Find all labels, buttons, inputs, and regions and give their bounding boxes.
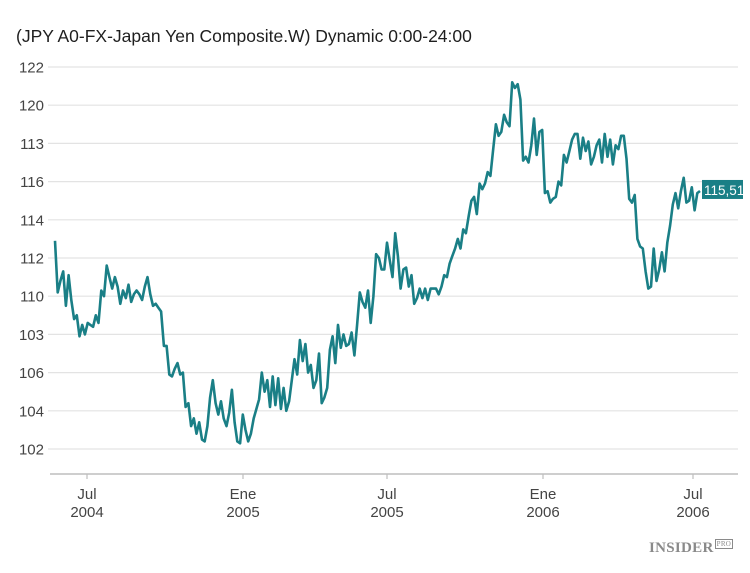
chart-title: (JPY A0-FX-Japan Yen Composite.W) Dynami… [16,26,472,46]
y-tick-label: 120 [19,98,44,115]
y-tick-label: 102 [19,442,44,459]
y-tick-label: 103 [19,327,44,344]
x-tick-year: 2006 [526,504,559,521]
brand-suffix: PRO [714,539,734,549]
y-tick-label: 122 [19,60,44,77]
x-tick-month: Jul [683,486,702,503]
insider-pro-logo: INSIDER PRO [649,539,734,557]
y-tick-label: 116 [20,174,44,191]
x-tick-year: 2005 [370,504,403,521]
y-tick-label: 110 [20,289,44,306]
y-axis: 122 120 113 116 114 112 110 103 106 104 102 [19,60,44,459]
x-tick-year: 2005 [226,504,259,521]
brand-name: INSIDER [649,540,714,556]
last-value-badge-bg [702,179,743,199]
x-tick-month: Jul [377,486,396,503]
x-tick-month: Ene [230,486,257,503]
x-tick-month: Jul [77,486,96,503]
y-tick-label: 113 [20,136,44,153]
last-value-text: 115,51 [704,183,744,198]
x-tick-month: Ene [530,486,557,503]
last-value-badge: 115,51 [702,179,744,199]
x-tick-year: 2006 [676,504,709,521]
gridlines [48,66,738,450]
series-line [53,81,701,445]
y-tick-label: 114 [20,212,44,229]
x-tick-year: 2004 [70,504,103,521]
y-tick-label: 104 [19,403,44,420]
y-tick-label: 106 [19,365,44,382]
y-tick-label: 112 [20,251,44,268]
